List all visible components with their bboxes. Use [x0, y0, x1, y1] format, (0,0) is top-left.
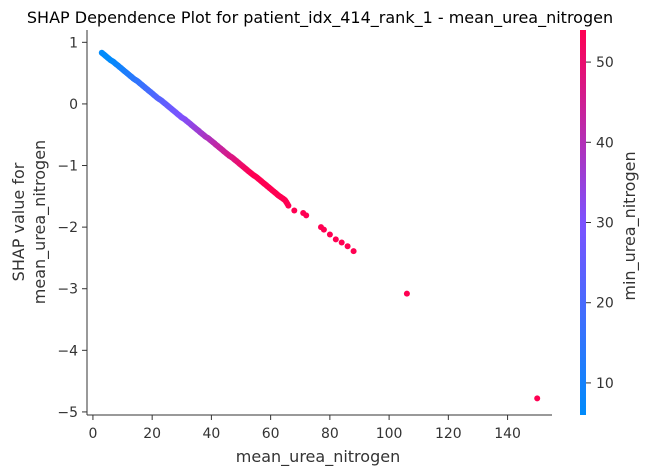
x-tick-label: 120: [435, 426, 462, 442]
x-tick-label: 140: [494, 426, 521, 442]
x-tick-label: 80: [321, 426, 339, 442]
y-tick-label: −3: [57, 282, 78, 298]
colorbar: [580, 30, 586, 415]
x-tick-label: 60: [262, 426, 280, 442]
x-tick-label: 0: [88, 426, 97, 442]
y-tick-label: −1: [57, 159, 78, 175]
scatter-point: [332, 236, 339, 243]
colorbar-tick-label: 40: [596, 135, 614, 151]
x-tick-label: 100: [376, 426, 403, 442]
scatter-point: [344, 243, 351, 250]
x-tick-label: 20: [143, 426, 161, 442]
scatter-point: [326, 231, 333, 238]
y-tick-label: 0: [69, 97, 78, 113]
x-axis-title: mean_urea_nitrogen: [236, 447, 400, 467]
y-tick-label: −4: [57, 343, 78, 359]
scatter-point: [320, 226, 327, 233]
colorbar-ticks: 10 20 30 40 50: [586, 55, 614, 392]
scatter-point: [303, 212, 310, 219]
colorbar-tick-label: 50: [596, 55, 614, 71]
y-tick-label: −5: [57, 405, 78, 421]
scatter-point: [534, 395, 541, 402]
colorbar-title: min_urea_nitrogen: [620, 151, 640, 300]
chart-title: SHAP Dependence Plot for patient_idx_414…: [27, 8, 613, 28]
y-axis-title-line2: mean_urea_nitrogen: [30, 140, 50, 304]
scatter-point: [403, 290, 410, 297]
y-axis-ticks: 1 0 −1 −2 −3 −4 −5: [57, 35, 87, 421]
y-tick-label: 1: [69, 35, 78, 51]
y-tick-label: −2: [57, 220, 78, 236]
scatter-point: [350, 248, 357, 255]
colorbar-tick-label: 20: [596, 296, 614, 312]
y-axis-title-line1: SHAP value for: [9, 162, 28, 281]
scatter-point: [338, 239, 345, 246]
scatter-point: [285, 202, 292, 209]
colorbar-tick-label: 10: [596, 376, 614, 392]
scatter-points: [98, 49, 541, 402]
scatter-point: [291, 207, 298, 214]
colorbar-tick-label: 30: [596, 216, 614, 232]
x-axis-ticks: 0 20 40 60 80 100 120 140: [88, 415, 521, 442]
x-tick-label: 40: [202, 426, 220, 442]
